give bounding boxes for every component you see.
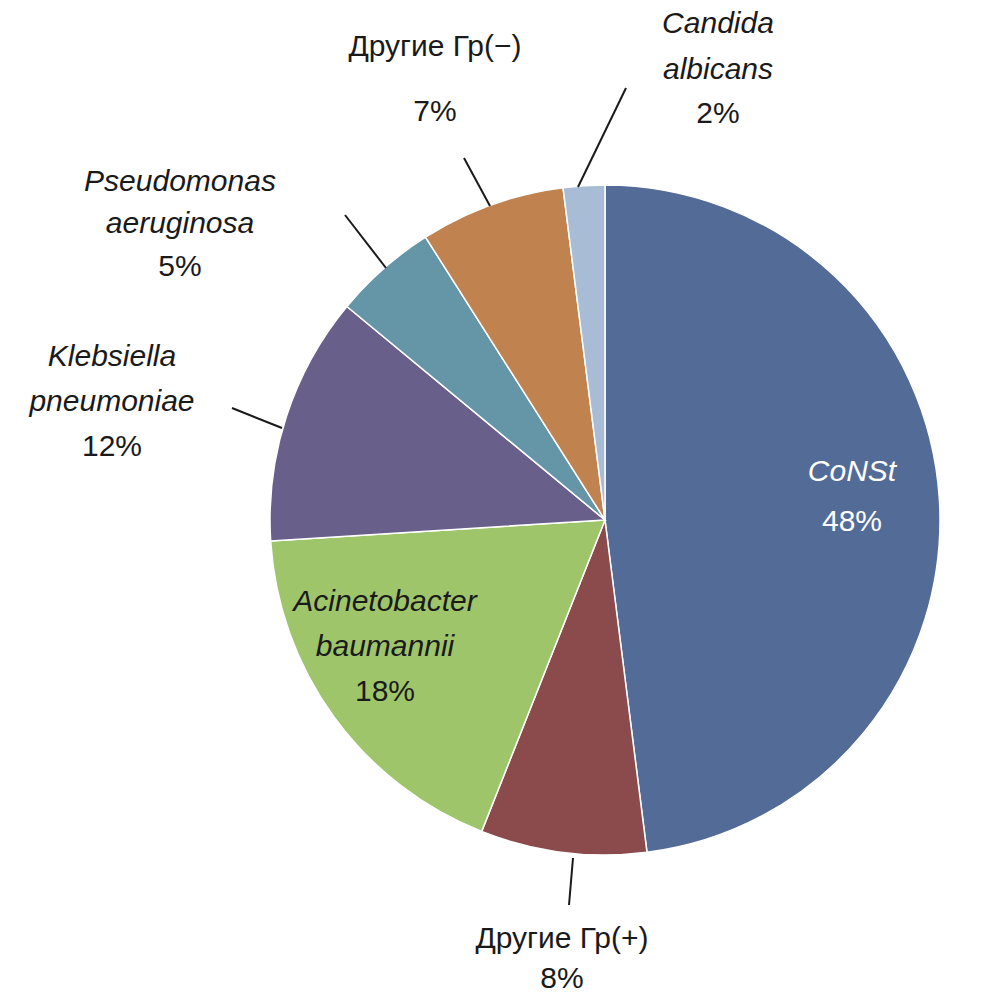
pie-chart: CoNSt 48% Другие Гр(+) 8% Acinetobacterbauma… <box>0 0 1000 998</box>
slice-label: Klebsiellapneumoniae <box>28 339 194 417</box>
slice-label: Другие Гр(−) <box>348 29 521 62</box>
labels: CoNSt 48% Другие Гр(+) 8% Acinetobacterbauma… <box>28 6 897 994</box>
leader-line <box>345 215 386 268</box>
slice-label: Acinetobacterbaumannii <box>291 584 477 662</box>
pie-slice <box>605 185 940 852</box>
value-label: 7% <box>413 94 456 127</box>
chart-container: CoNSt 48% Другие Гр(+) 8% Acinetobacterbauma… <box>0 0 1000 998</box>
value-label: 18% <box>355 674 415 707</box>
slice-label: Candidaalbicans <box>662 6 774 85</box>
value-label: 5% <box>158 249 201 282</box>
slices <box>270 185 940 855</box>
leader-line <box>464 158 490 206</box>
value-label: 2% <box>696 96 739 129</box>
value-label: 12% <box>82 429 142 462</box>
leader-line <box>569 858 573 905</box>
leader-line <box>232 408 282 428</box>
value-label: 8% <box>540 961 583 994</box>
slice-label: Другие Гр(+) <box>475 921 648 954</box>
pie-slice <box>271 520 605 831</box>
leader-line <box>578 88 626 187</box>
pie-slice <box>563 185 605 520</box>
value-label: 48% <box>822 504 882 537</box>
slice-label: CoNSt <box>808 454 898 487</box>
slice-label: Pseudomonasaeruginosa <box>84 164 276 239</box>
